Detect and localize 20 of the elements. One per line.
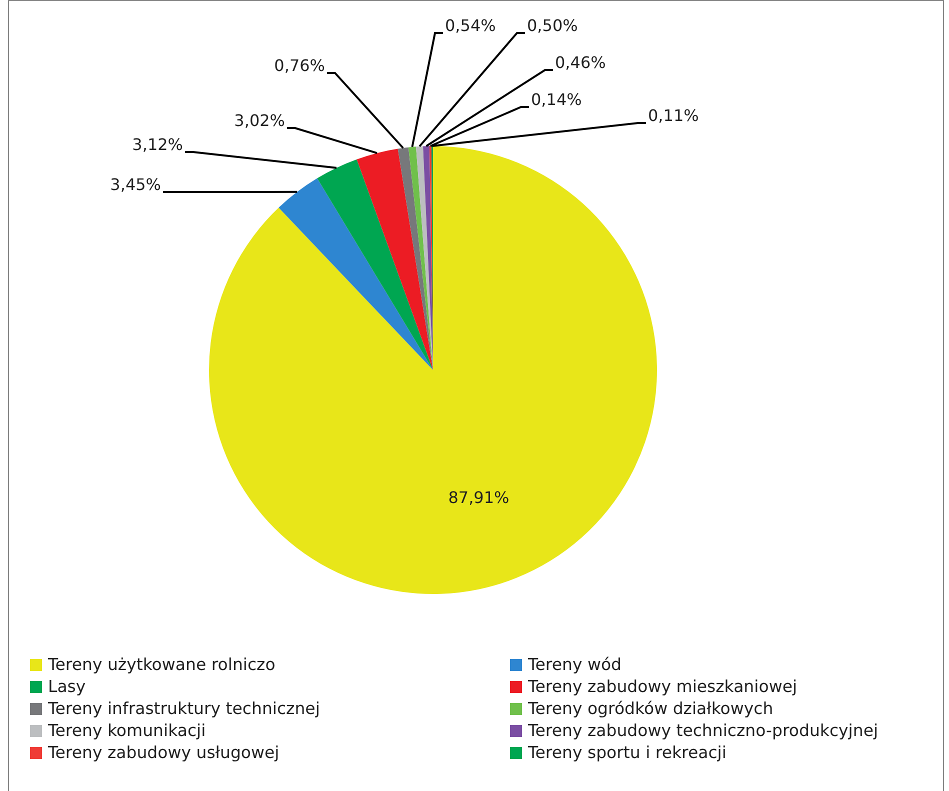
legend-label: Tereny użytkowane rolniczo	[48, 655, 276, 674]
data-label: 0,76%	[274, 56, 325, 76]
legend-label: Lasy	[48, 677, 86, 696]
data-label: 87,91%	[448, 488, 510, 508]
legend-label: Tereny komunikacji	[48, 721, 206, 740]
legend-label: Tereny ogródków działkowych	[528, 699, 774, 718]
data-label: 0,54%	[445, 16, 496, 36]
legend-label: Tereny zabudowy mieszkaniowej	[528, 677, 798, 696]
legend-label: Tereny infrastruktury technicznej	[48, 699, 320, 718]
data-label: 0,50%	[527, 16, 578, 36]
legend-label: Tereny sportu i rekreacji	[528, 743, 726, 762]
legend-label: Tereny zabudowy usługowej	[48, 743, 280, 762]
data-label: 0,46%	[555, 53, 606, 72]
data-label: 3,02%	[234, 111, 285, 130]
data-label: 0,11%	[648, 106, 699, 126]
data-label: 0,14%	[531, 90, 582, 110]
data-label: 3,12%	[132, 135, 183, 154]
legend-label: Tereny wód	[528, 655, 622, 674]
data-label: 3,45%	[110, 175, 161, 194]
legend-label: Tereny zabudowy techniczno-produkcyjnej	[528, 721, 878, 740]
